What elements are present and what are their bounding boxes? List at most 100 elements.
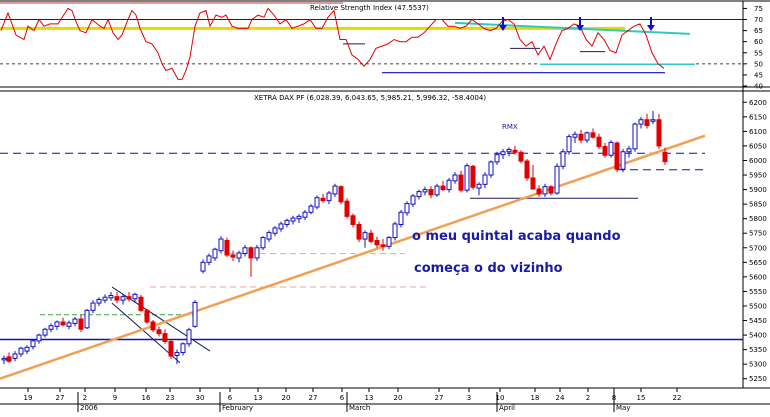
candle-body	[326, 192, 332, 202]
annotation-line-1: o meu quintal acaba quando	[412, 229, 621, 244]
candle-body	[476, 183, 482, 189]
rsi-ytick-label: 75	[754, 5, 763, 13]
month-label: 2006	[80, 404, 98, 412]
rsi-ytick-label: 65	[754, 27, 763, 35]
candle-body	[302, 211, 308, 218]
candle-body	[206, 255, 212, 263]
candle-body	[18, 347, 24, 355]
candle-body	[410, 195, 416, 205]
candle-body	[584, 132, 590, 141]
candle-body	[356, 223, 362, 240]
candle-body	[132, 293, 138, 300]
price-ytick-label: 5250	[749, 375, 767, 383]
candle-body	[464, 165, 470, 191]
candle-body	[362, 232, 368, 240]
candle-body	[374, 240, 380, 246]
candle-body	[180, 343, 186, 354]
annotation-line-2: começa o do vizinho	[414, 261, 563, 276]
candle-body	[596, 136, 602, 148]
candle-body	[78, 318, 84, 330]
xtick-label: 20	[282, 394, 291, 402]
candle-body	[266, 232, 272, 240]
price-ytick-label: 6100	[749, 128, 767, 136]
candle-body	[440, 185, 446, 191]
candle-body	[6, 356, 12, 362]
xtick-label: 2	[83, 394, 87, 402]
price-ytick-label: 6000	[749, 157, 767, 165]
rsi-ytick-label: 45	[754, 71, 763, 79]
price-ytick-label: 5450	[749, 317, 767, 325]
xtick-label: 18	[531, 394, 540, 402]
candle-body	[168, 340, 174, 357]
price-ytick-label: 5750	[749, 230, 767, 238]
candle-body	[488, 161, 494, 176]
candle-body	[512, 149, 518, 153]
price-ytick-label: 5950	[749, 172, 767, 180]
candle-body	[380, 244, 386, 247]
month-label: May	[616, 404, 630, 412]
candle-body	[638, 119, 644, 125]
price-ytick-label: 5850	[749, 201, 767, 209]
price-ytick-label: 6200	[749, 99, 767, 107]
candle-body	[422, 189, 428, 193]
xtick-label: 27	[309, 394, 318, 402]
month-label: February	[222, 404, 253, 412]
price-ytick-label: 6050	[749, 142, 767, 150]
rsi-teal-trend	[454, 21, 691, 35]
price-ytick-label: 5900	[749, 186, 767, 194]
candle-body	[608, 141, 614, 156]
price-ytick-label: 5800	[749, 215, 767, 223]
price-title: XETRA DAX PF (6,028.39, 6,043.65, 5,985.…	[254, 94, 486, 102]
xtick-label: 19	[24, 394, 33, 402]
candle-body	[332, 185, 338, 195]
candle-body	[416, 191, 422, 198]
candle-body	[1, 357, 7, 361]
candle-body	[482, 174, 488, 185]
rsi-line	[0, 7, 665, 80]
candle-body	[54, 321, 60, 327]
rsi-ytick-label: 55	[754, 49, 763, 57]
rsi-title: Relative Strength Index (47.5537)	[310, 4, 429, 12]
candle-body	[590, 132, 596, 138]
price-ytick-label: 5650	[749, 259, 767, 267]
price-panel	[0, 111, 743, 380]
candle-body	[338, 186, 344, 203]
candle-body	[650, 119, 656, 122]
price-ytick-label: 5350	[749, 346, 767, 354]
candle-body	[260, 237, 266, 249]
candle-body	[60, 321, 66, 326]
xtick-label: 24	[556, 394, 565, 402]
candle-body	[632, 123, 638, 150]
candle-body	[12, 353, 18, 359]
candle-body	[458, 174, 464, 191]
candle-body	[108, 294, 114, 299]
candle-body	[494, 154, 500, 163]
candle-body	[200, 261, 206, 272]
price-ytick-label: 5700	[749, 244, 767, 252]
axes: 7570656055504540620061506100605060005950…	[24, 5, 767, 412]
candle-body	[344, 200, 350, 217]
xtick-label: 27	[435, 394, 444, 402]
candle-body	[320, 197, 326, 202]
candle-body	[90, 302, 96, 311]
candle-body	[350, 215, 356, 225]
xtick-label: 6	[228, 394, 233, 402]
candle-body	[548, 186, 554, 194]
candle-body	[644, 119, 650, 127]
candle-body	[446, 179, 452, 191]
candle-body	[84, 309, 90, 329]
candle-body	[518, 151, 524, 162]
xtick-label: 27	[56, 394, 65, 402]
candle-body	[174, 352, 180, 356]
candle-body	[506, 148, 512, 153]
rsi-panel	[0, 2, 743, 80]
xtick-label: 15	[637, 394, 646, 402]
candle-body	[500, 151, 506, 156]
candle-body	[120, 296, 126, 301]
candle-body	[434, 185, 440, 196]
candle-body	[162, 333, 168, 342]
xtick-label: 10	[496, 394, 505, 402]
candle-body	[218, 238, 224, 252]
candle-body	[236, 252, 242, 259]
